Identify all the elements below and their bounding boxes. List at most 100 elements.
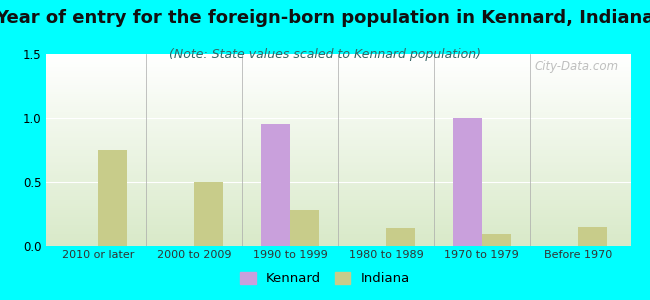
- Bar: [194, 182, 223, 246]
- Bar: [98, 150, 127, 246]
- Bar: [46, 164, 630, 165]
- Bar: [46, 212, 630, 213]
- Bar: [46, 121, 630, 123]
- Bar: [46, 127, 630, 129]
- Bar: [46, 102, 630, 104]
- Bar: [46, 221, 630, 223]
- Bar: [46, 69, 630, 71]
- Bar: [46, 206, 630, 208]
- Bar: [46, 223, 630, 225]
- Bar: [46, 112, 630, 113]
- Bar: [46, 188, 630, 190]
- Bar: [46, 144, 630, 146]
- Bar: [46, 140, 630, 142]
- Bar: [46, 192, 630, 194]
- Bar: [46, 152, 630, 154]
- Bar: [46, 236, 630, 238]
- Bar: [46, 106, 630, 108]
- Bar: [46, 171, 630, 173]
- Bar: [578, 227, 606, 246]
- Bar: [46, 167, 630, 169]
- Bar: [46, 187, 630, 188]
- Bar: [46, 58, 630, 60]
- Bar: [46, 190, 630, 192]
- Bar: [46, 208, 630, 209]
- Bar: [46, 175, 630, 177]
- Bar: [46, 219, 630, 221]
- Bar: [46, 202, 630, 204]
- Bar: [290, 210, 318, 246]
- Bar: [46, 65, 630, 68]
- Bar: [46, 104, 630, 106]
- Bar: [46, 156, 630, 158]
- Bar: [46, 173, 630, 175]
- Bar: [453, 118, 482, 246]
- Bar: [46, 117, 630, 119]
- Bar: [46, 154, 630, 156]
- Bar: [46, 198, 630, 200]
- Bar: [46, 87, 630, 88]
- Bar: [46, 183, 630, 184]
- Bar: [46, 96, 630, 98]
- Bar: [46, 227, 630, 229]
- Bar: [46, 196, 630, 198]
- Bar: [46, 98, 630, 100]
- Bar: [46, 158, 630, 160]
- Bar: [46, 209, 630, 211]
- Bar: [46, 81, 630, 83]
- Text: City-Data.com: City-Data.com: [535, 60, 619, 73]
- Bar: [46, 73, 630, 75]
- Bar: [46, 60, 630, 62]
- Bar: [46, 108, 630, 110]
- Bar: [46, 100, 630, 102]
- Bar: [46, 179, 630, 181]
- Bar: [46, 119, 630, 121]
- Bar: [46, 184, 630, 187]
- Text: (Note: State values scaled to Kennard population): (Note: State values scaled to Kennard po…: [169, 48, 481, 61]
- Bar: [46, 129, 630, 131]
- Bar: [46, 240, 630, 242]
- Bar: [46, 150, 630, 152]
- Bar: [46, 62, 630, 64]
- Bar: [46, 181, 630, 183]
- Bar: [261, 124, 290, 246]
- Bar: [46, 75, 630, 77]
- Text: Year of entry for the foreign-born population in Kennard, Indiana: Year of entry for the foreign-born popul…: [0, 9, 650, 27]
- Bar: [46, 64, 630, 65]
- Bar: [46, 139, 630, 140]
- Bar: [46, 200, 630, 202]
- Bar: [46, 194, 630, 196]
- Bar: [46, 85, 630, 87]
- Bar: [46, 77, 630, 79]
- Bar: [46, 131, 630, 133]
- Bar: [46, 71, 630, 73]
- Bar: [46, 133, 630, 135]
- Bar: [46, 123, 630, 125]
- Bar: [46, 177, 630, 179]
- Bar: [46, 94, 630, 96]
- Bar: [46, 161, 630, 164]
- Bar: [46, 204, 630, 206]
- Bar: [46, 88, 630, 91]
- Bar: [46, 146, 630, 148]
- Bar: [46, 79, 630, 81]
- Bar: [46, 113, 630, 116]
- Bar: [46, 56, 630, 58]
- Bar: [46, 225, 630, 227]
- Bar: [46, 229, 630, 231]
- Bar: [46, 54, 630, 56]
- Bar: [46, 125, 630, 127]
- Bar: [46, 242, 630, 244]
- Bar: [46, 92, 630, 94]
- Bar: [46, 91, 630, 92]
- Bar: [46, 136, 630, 139]
- Bar: [482, 235, 511, 246]
- Bar: [46, 165, 630, 167]
- Bar: [46, 83, 630, 85]
- Bar: [46, 110, 630, 112]
- Bar: [46, 160, 630, 161]
- Bar: [46, 116, 630, 117]
- Bar: [46, 217, 630, 219]
- Bar: [46, 135, 630, 137]
- Bar: [386, 228, 415, 246]
